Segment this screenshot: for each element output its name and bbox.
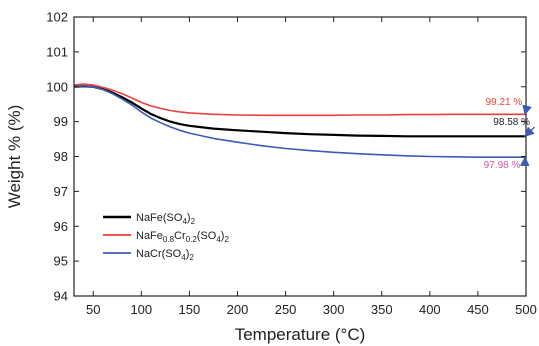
legend: NaFe(SO4)2 NaFe0.8Cr0.2(SO4)2 NaCr(SO4)2 xyxy=(103,212,229,262)
x-tick-label: 150 xyxy=(179,302,201,317)
annotation-arrow xyxy=(524,126,535,137)
y-tick-label: 96 xyxy=(54,219,68,234)
legend-label: NaCr(SO4)2 xyxy=(136,248,194,262)
y-tick-label: 102 xyxy=(46,10,68,25)
x-axis-title: Temperature (°C) xyxy=(235,325,366,344)
y-tick-label: 95 xyxy=(54,254,68,269)
annotation-label: 98.58 % xyxy=(493,117,530,128)
x-tick-label: 450 xyxy=(467,302,489,317)
x-tick-label: 100 xyxy=(130,302,152,317)
x-tick-label: 400 xyxy=(419,302,441,317)
y-tick-label: 100 xyxy=(46,79,68,94)
axis-ticks: 50 100 150 200 250 300 350 400 450 500 94 95 96 97 98 9… xyxy=(46,10,537,318)
x-tick-label: 300 xyxy=(323,302,345,317)
x-tick-label: 350 xyxy=(371,302,393,317)
annotation-arrow xyxy=(522,104,532,116)
y-tick-label: 98 xyxy=(54,149,68,164)
series-line-1 xyxy=(73,85,526,138)
y-tick-label: 99 xyxy=(54,114,68,129)
x-tick-label: 200 xyxy=(227,302,249,317)
y-axis-title: Weight % (%) xyxy=(5,105,24,209)
series-line-3 xyxy=(73,84,526,158)
series-layer xyxy=(73,83,526,158)
legend-label: NaFe0.8Cr0.2(SO4)2 xyxy=(136,230,229,244)
annotation-label: 99.21 % xyxy=(486,97,523,108)
annotation-label: 97.98 % xyxy=(484,160,521,171)
x-tick-label: 500 xyxy=(515,302,537,317)
y-tick-label: 97 xyxy=(54,184,68,199)
series-line-2 xyxy=(73,83,526,117)
y-tick-label: 101 xyxy=(46,44,68,59)
annotations: 99.21 % 98.58 % 97.98 % xyxy=(484,97,535,171)
legend-label: NaFe(SO4)2 xyxy=(136,212,196,226)
y-tick-label: 94 xyxy=(54,289,68,304)
x-tick-label: 250 xyxy=(275,302,297,317)
x-tick-label: 50 xyxy=(86,302,100,317)
